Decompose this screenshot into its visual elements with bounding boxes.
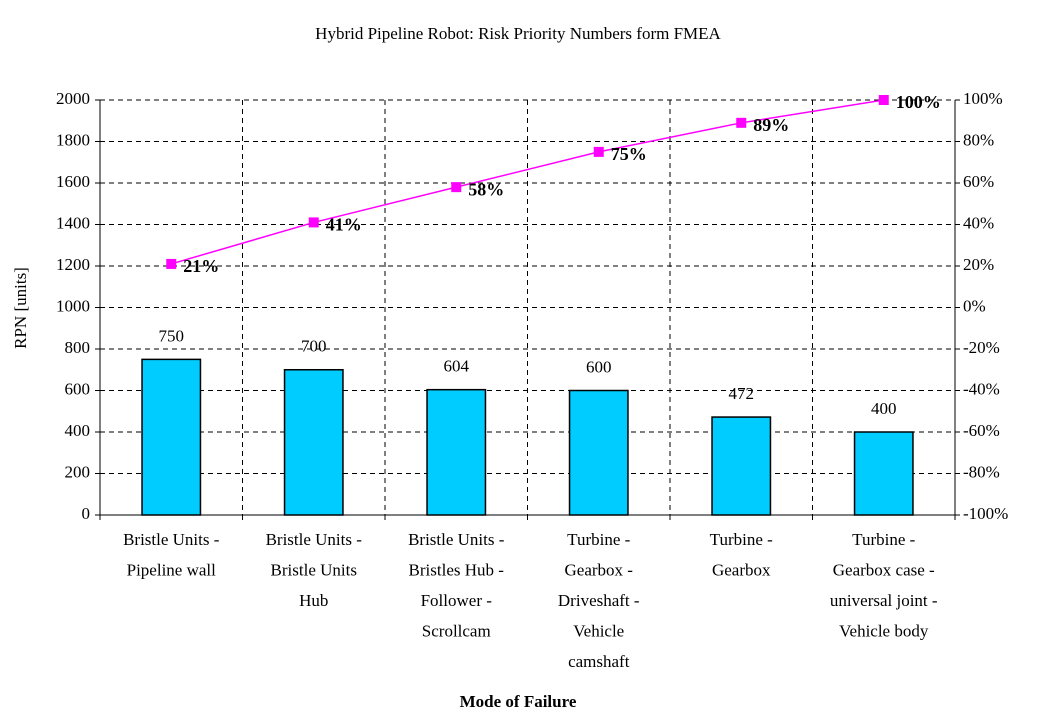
- x-tick-label: Gearbox -: [565, 560, 634, 579]
- line-value-label: 75%: [611, 144, 647, 164]
- x-tick-label: Vehicle body: [839, 621, 929, 640]
- line-marker: [451, 182, 462, 193]
- line-value-label: 89%: [753, 115, 789, 135]
- x-tick-label: Driveshaft -: [558, 591, 640, 610]
- y2-tick-label: -20%: [963, 338, 1000, 357]
- bar: [141, 358, 202, 516]
- pareto-line: [171, 99, 884, 265]
- x-tick-label: camshaft: [568, 652, 630, 671]
- line-marker: [878, 95, 889, 105]
- bar-value-label: 604: [444, 357, 470, 376]
- y2-tick-label: 60%: [963, 172, 994, 191]
- y-tick-label: 0: [82, 504, 91, 523]
- y2-tick-label: -80%: [963, 462, 1000, 481]
- bar: [853, 431, 914, 516]
- bar: [426, 388, 487, 516]
- line-marker: [736, 117, 747, 128]
- y2-tick-label: -60%: [963, 421, 1000, 440]
- y2-tick-label: 40%: [963, 213, 994, 232]
- x-tick-label: Bristle Units -: [123, 530, 220, 549]
- y2-tick-label: -40%: [963, 379, 1000, 398]
- x-tick-label: Bristles Hub -: [409, 560, 505, 579]
- y-axis-label: RPN [units]: [11, 267, 30, 349]
- x-tick-label: Gearbox: [712, 560, 771, 579]
- y-tick-label: 800: [65, 338, 91, 357]
- x-tick-label: Follower -: [421, 591, 493, 610]
- bar-value-label: 472: [729, 384, 755, 403]
- x-tick-label: universal joint -: [830, 591, 938, 610]
- x-tick-label: Bristle Units: [271, 560, 357, 579]
- x-tick-label: Bristle Units -: [408, 530, 505, 549]
- y-tick-label: 400: [65, 421, 91, 440]
- x-tick-label: Scrollcam: [422, 621, 491, 640]
- line-marker: [166, 258, 177, 269]
- line-value-label: 58%: [468, 179, 504, 199]
- x-tick-label: Turbine -: [567, 530, 630, 549]
- bar: [711, 416, 772, 516]
- y-tick-label: 1000: [56, 296, 90, 315]
- y2-tick-label: -100%: [963, 504, 1008, 523]
- y-tick-label: 600: [65, 379, 91, 398]
- bar-value-label: 400: [871, 399, 897, 418]
- line-value-label: 100%: [896, 92, 941, 112]
- x-tick-label: Bristle Units -: [266, 530, 363, 549]
- line-marker: [593, 146, 604, 157]
- y-tick-label: 200: [65, 462, 91, 481]
- line-value-label: 21%: [183, 256, 219, 276]
- line-marker: [308, 217, 319, 228]
- y-tick-label: 1800: [56, 130, 90, 149]
- bar-value-label: 750: [159, 326, 185, 345]
- x-tick-label: Turbine -: [852, 530, 915, 549]
- x-tick-label: Gearbox case -: [833, 560, 935, 579]
- x-tick-label: Pipeline wall: [127, 560, 217, 579]
- bar-value-label: 700: [301, 337, 327, 356]
- y2-tick-label: 80%: [963, 130, 994, 149]
- y-tick-label: 1400: [56, 213, 90, 232]
- bar: [568, 389, 629, 516]
- y-tick-label: 1200: [56, 255, 90, 274]
- y2-tick-label: 100%: [963, 89, 1003, 108]
- x-axis-label: Mode of Failure: [460, 692, 577, 711]
- x-tick-label: Turbine -: [710, 530, 773, 549]
- x-tick-label: Hub: [299, 591, 328, 610]
- bar: [283, 369, 344, 516]
- y-tick-label: 1600: [56, 172, 90, 191]
- line-value-label: 41%: [326, 215, 362, 235]
- y2-tick-label: 20%: [963, 255, 994, 274]
- bar-value-label: 600: [586, 357, 612, 376]
- chart-title: Hybrid Pipeline Robot: Risk Priority Num…: [315, 24, 721, 43]
- y-tick-label: 2000: [56, 89, 90, 108]
- y2-tick-label: 0%: [963, 296, 986, 315]
- x-tick-label: Vehicle: [573, 621, 624, 640]
